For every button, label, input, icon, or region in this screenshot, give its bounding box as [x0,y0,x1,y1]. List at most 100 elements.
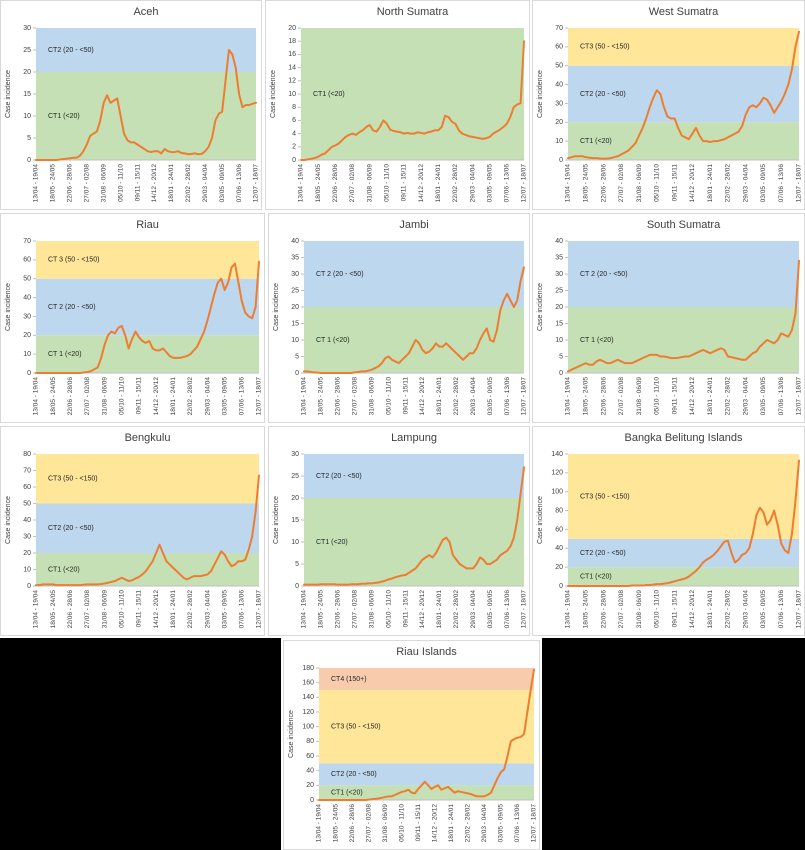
x-tick-label: 18/05 - 24/05 [582,164,589,203]
y-tick-label: 60 [555,526,563,533]
y-tick-label: 50 [555,63,563,70]
x-tick-label: 07/06 - 13/06 [514,804,521,843]
x-tick-label: 09/11 - 15/11 [671,164,678,202]
y-tick-label: 5 [295,353,299,360]
band-label: CT3 (50 - <150) [580,493,630,500]
chart-panel: Aceh CT1 (<20) CT2 (20 - <50) 0 5 10 15 20 25 30 1… [0,0,262,210]
x-tick-label: 05/10 - 11/10 [117,164,124,202]
x-tick-label: 07/06 - 13/06 [778,590,785,629]
x-tick-label: 03/05 - 09/05 [498,804,505,843]
chart-title: Riau [136,219,159,231]
y-tick-label: 20 [23,550,31,557]
x-tick-label: 14/12 - 20/12 [689,590,696,629]
x-tick-label: 14/12 - 20/12 [153,377,160,416]
x-tick-label: 22/02 - 28/02 [725,377,732,416]
x-tick-label: 27/07 - 02/08 [618,164,625,203]
y-tick-label: 30 [291,271,299,278]
x-tick-label: 12/07 - 18/07 [796,377,803,416]
x-tick-label: 13/04 - 19/04 [565,164,572,203]
x-tick-label: 05/10 - 11/10 [398,804,405,842]
y-tick-label: 0 [559,370,563,377]
x-tick-label: 07/06 - 13/06 [778,164,785,203]
x-tick-label: 05/10 - 11/10 [654,377,661,415]
y-tick-label: 35 [555,254,563,261]
band-label: CT 1 (<20) [48,351,82,358]
y-tick-label: 120 [302,709,314,716]
band-label: CT1 (<20) [316,539,348,546]
y-tick-label: 30 [23,533,31,540]
y-tick-label: 40 [555,238,563,245]
x-tick-label: 22/06 - 28/06 [600,377,607,416]
category-band [36,72,256,160]
y-tick-label: 30 [23,25,31,32]
band-label: CT3 (50 - <150) [580,44,630,51]
x-tick-label: 14/12 - 20/12 [431,804,438,843]
y-tick-label: 0 [295,370,299,377]
y-tick-label: 100 [302,724,314,731]
band-label: CT2 (20 - <50) [331,771,377,778]
category-band [36,241,259,279]
x-tick-label: 03/05 - 09/05 [487,590,494,629]
y-tick-label: 0 [27,583,31,590]
x-tick-label: 22/02 - 28/02 [187,377,194,416]
chart-panel: Jambi CT 1 (<20) CT 2 (20 - <50) 0 5 10 15 20 25… [268,213,530,423]
x-tick-label: 13/04 - 19/04 [301,377,308,416]
x-tick-label: 05/10 - 11/10 [118,590,125,628]
y-tick-label: 10 [23,351,31,358]
y-axis-label: Case incidence [5,283,12,331]
y-tick-label: 40 [23,517,31,524]
empty-area [0,638,281,850]
x-tick-label: 22/02 - 28/02 [725,590,732,629]
category-band [568,241,799,307]
band-label: CT2 (20 - <50) [580,91,626,98]
x-tick-label: 07/06 - 13/06 [239,590,246,629]
x-tick-label: 14/12 - 20/12 [153,590,160,629]
y-tick-label: 25 [555,287,563,294]
category-band [568,538,799,568]
y-tick-label: 25 [291,287,299,294]
x-tick-label: 27/07 - 02/08 [349,164,356,203]
x-tick-label: 27/07 - 02/08 [83,164,90,203]
data-line [300,40,525,161]
x-tick-label: 22/06 - 28/06 [332,164,339,203]
x-tick-label: 03/05 - 09/05 [486,164,493,203]
x-tick-label: 22/06 - 28/06 [67,590,74,629]
y-tick-label: 0 [559,583,563,590]
x-tick-label: 22/02 - 28/02 [452,164,459,203]
y-tick-label: 6 [292,117,296,124]
x-tick-label: 22/02 - 28/02 [187,590,194,629]
x-tick-label: 07/06 - 13/06 [778,377,785,416]
x-tick-label: 22/06 - 28/06 [349,804,356,843]
x-tick-label: 18/05 - 24/05 [318,377,325,416]
x-tick-label: 18/01 - 24/01 [448,804,455,843]
data-line [567,459,800,587]
y-tick-label: 0 [559,157,563,164]
x-tick-label: 22/02 - 28/02 [453,377,460,416]
x-tick-label: 22/06 - 28/06 [335,377,342,416]
category-band [319,668,534,690]
band-label: CT 3 (50 - <150) [48,257,99,264]
x-tick-label: 31/08 - 06/09 [100,164,107,203]
x-tick-label: 12/07 - 18/07 [796,164,803,203]
x-tick-label: 05/10 - 11/10 [385,377,392,415]
band-label: CT1 (<20) [331,790,363,797]
x-tick-label: 13/04 - 19/04 [33,377,40,416]
x-tick-label: 22/06 - 28/06 [67,164,74,203]
x-tick-label: 29/03 - 04/04 [742,590,749,629]
y-tick-label: 40 [306,768,314,775]
x-tick-label: 29/03 - 04/04 [742,164,749,203]
empty-area [542,638,805,850]
x-tick-label: 27/07 - 02/08 [84,590,91,629]
y-tick-label: 10 [555,337,563,344]
y-tick-label: 80 [555,507,563,514]
y-tick-label: 2 [292,144,296,151]
x-tick-label: 29/03 - 04/04 [742,377,749,416]
band-label: CT 2 (20 - <50) [316,271,364,278]
y-tick-label: 5 [295,561,299,568]
y-tick-label: 10 [288,91,296,98]
x-tick-label: 12/07 - 18/07 [521,377,528,416]
x-tick-label: 27/07 - 02/08 [618,590,625,629]
x-tick-label: 14/12 - 20/12 [689,377,696,416]
y-tick-label: 20 [23,69,31,76]
x-tick-label: 27/07 - 02/08 [365,804,372,843]
